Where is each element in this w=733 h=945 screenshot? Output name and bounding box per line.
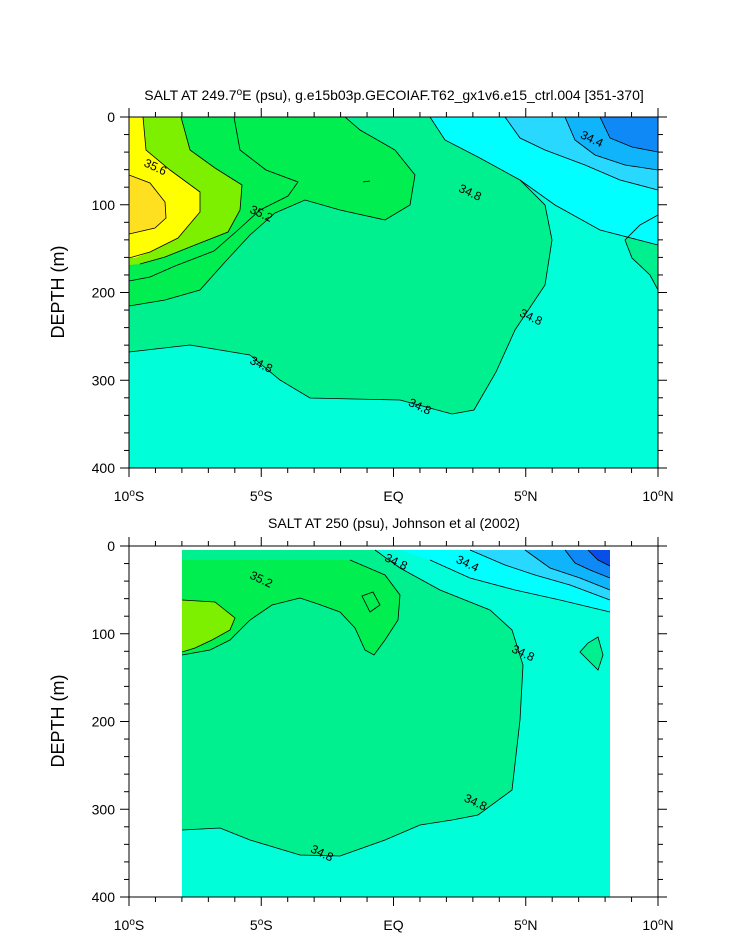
fill-35-0 — [182, 560, 400, 655]
contour-line-35-2 — [181, 599, 236, 653]
y-tick-label: 0 — [107, 109, 115, 125]
contour-lines-bottom — [181, 549, 611, 857]
panel-top-ylabel: DEPTH (m) — [48, 246, 68, 339]
y-tick-label: 200 — [92, 714, 116, 730]
fill-33-8 — [588, 550, 610, 566]
panel-top: SALT AT 249.7oE (psu), g.e15b03p.GECOIAF… — [48, 87, 674, 504]
y-tick-label: 300 — [92, 372, 116, 388]
fill-35-2 — [182, 600, 235, 652]
x-tick-label: EQ — [383, 488, 403, 504]
x-tick-label: 10oN — [642, 917, 673, 933]
contour-line-34-4 — [504, 117, 658, 191]
y-tick-label: 400 — [92, 460, 116, 476]
y-tick-label: 400 — [92, 889, 116, 905]
panel-bottom-ylabel: DEPTH (m) — [48, 675, 68, 768]
x-tick-label: 5oN — [514, 488, 537, 504]
contour-line-34-4 — [469, 549, 611, 601]
contour-line-34-8-east — [579, 636, 604, 671]
contour-line-35-4 — [139, 117, 243, 265]
fill-34-0 — [600, 117, 658, 152]
contour-speck — [362, 180, 371, 183]
y-tick-label: 0 — [107, 538, 115, 554]
contour-line-34-2 — [524, 549, 611, 591]
y-tick-label: 100 — [92, 626, 116, 642]
x-tick-label: 10oS — [114, 488, 144, 504]
contour-line-35-6 — [129, 117, 201, 259]
contour-line-33-8 — [587, 549, 611, 567]
x-tick-label: 5oS — [250, 917, 273, 933]
panel-bottom-title: SALT AT 250 (psu), Johnson et al (2002) — [268, 515, 520, 531]
panel-top-title: SALT AT 249.7oE (psu), g.e15b03p.GECOIAF… — [144, 87, 644, 103]
contour-line-35-8 — [129, 174, 167, 235]
x-tick-label: 5oS — [250, 488, 273, 504]
contour-line-35-2-core — [361, 591, 381, 613]
x-tick-label: EQ — [383, 917, 403, 933]
x-tick-label: 10oS — [114, 917, 144, 933]
y-tick-label: 100 — [92, 197, 116, 213]
fill-35-8 — [129, 175, 166, 234]
fill-34-8-region — [182, 550, 523, 856]
contour-line-35-0 — [129, 117, 416, 307]
contour-line-34-6 — [429, 559, 611, 613]
panel-bottom-contour-fill — [181, 549, 611, 897]
contour-line-34-6 — [519, 179, 658, 246]
contour-line-34-2 — [564, 117, 658, 171]
y-tick-label: 200 — [92, 285, 116, 301]
panel-bottom-axis-ticks: 10oS 5oS EQ 5oN 10oN 0 100 200 300 400 — [92, 537, 674, 933]
contour-line-34-8-a — [129, 117, 553, 415]
panel-top-axis-ticks: 10oS 5oS EQ 5oN 10oN 0 100 200 300 400 — [92, 108, 674, 504]
x-tick-label: 5oN — [514, 917, 537, 933]
contour-lines-top — [129, 117, 658, 415]
x-tick-label: 10oN — [642, 488, 673, 504]
fill-34-8-east — [580, 637, 603, 670]
contour-line-35-0 — [181, 559, 401, 656]
contour-line-34-8-east — [624, 214, 658, 291]
y-tick-label: 300 — [92, 801, 116, 817]
contour-line-34-0 — [564, 549, 611, 579]
contour-line-35-2 — [129, 117, 299, 282]
contour-line-34-0 — [599, 117, 658, 153]
panel-bottom: SALT AT 250 (psu), Johnson et al (2002) — [48, 515, 674, 933]
contour-line-34-8 — [181, 549, 524, 857]
panel-top-contour-fill — [129, 117, 658, 468]
